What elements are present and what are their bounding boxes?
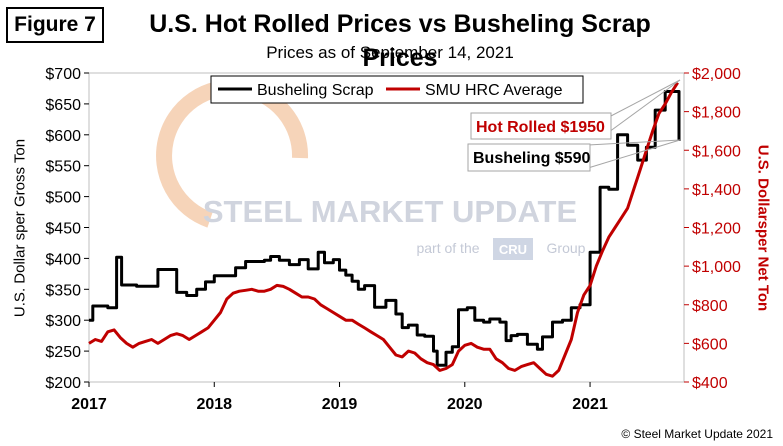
legend-label-busheling: Busheling Scrap <box>257 82 374 99</box>
chart-subtitle: Prices as of September 14, 2021 <box>266 43 514 62</box>
callout-box-hrc <box>470 112 612 140</box>
watermark: STEEL MARKET UPDATE part of the CRU Grou… <box>156 79 586 260</box>
annotations: Hot Rolled $1950 Busheling $590 <box>467 79 681 172</box>
series-line-smu-hrc-average <box>88 81 679 378</box>
left-tick-label: $550 <box>45 159 81 176</box>
left-tick-label: $600 <box>45 128 81 145</box>
legend-label-hrc: SMU HRC Average <box>425 82 563 99</box>
right-tick-label: $1,600 <box>692 143 741 160</box>
right-tick-label: $1,400 <box>692 182 741 199</box>
right-tick-label: $600 <box>692 336 728 353</box>
x-tick-label: 2021 <box>572 396 608 413</box>
callout-text-hrc: Hot Rolled $1950 <box>476 119 605 136</box>
left-tick-label: $500 <box>45 190 81 207</box>
right-tick-label: $1,200 <box>692 221 741 238</box>
right-tick-label: $400 <box>692 375 728 392</box>
callout-line-hrc-1 <box>608 79 681 118</box>
left-tick-label: $450 <box>45 221 81 238</box>
left-tick-label: $400 <box>45 251 81 268</box>
left-tick-label: $200 <box>45 375 81 392</box>
callout-line-bush-1 <box>587 139 681 146</box>
series-layer <box>88 81 681 378</box>
callout-line-bush-2 <box>587 139 681 169</box>
right-tick-label: $1,800 <box>692 105 741 122</box>
watermark-main: STEEL MARKET UPDATE <box>203 194 577 229</box>
callout-line-hrc-2 <box>608 79 681 133</box>
watermark-badge: CRU <box>499 242 527 257</box>
x-tick-label: 2019 <box>322 396 358 413</box>
right-tick-label: $2,000 <box>692 66 741 83</box>
left-tick-label: $350 <box>45 282 81 299</box>
watermark-swoosh <box>156 79 309 228</box>
left-tick-label: $250 <box>45 344 81 361</box>
copyright-footer: © Steel Market Update 2021 <box>621 427 773 441</box>
callout-box-busheling <box>467 143 591 172</box>
chart-title: U.S. Hot Rolled Prices vs Busheling Scra… <box>149 10 651 72</box>
left-tick-label: $700 <box>45 66 81 83</box>
watermark-badge-box <box>493 238 533 260</box>
x-tick-label: 2017 <box>71 396 107 413</box>
left-axis: $200 $250 $300 $350 $400 $450 $500 $550 $600 $650… <box>45 66 89 392</box>
callout-text-busheling: Busheling $590 <box>473 150 590 167</box>
left-tick-label: $300 <box>45 313 81 330</box>
x-axis: 2017 2018 2019 2020 2021 <box>71 382 608 413</box>
y-axis-label-right: U.S. Dollarsper Net Ton <box>754 144 772 312</box>
right-axis: $400 $600 $800 $1,000 $1,200 $1,400 $1,600 $1,8… <box>684 66 741 392</box>
legend: Busheling Scrap SMU HRC Average <box>210 75 584 104</box>
figure-badge: Figure 7 <box>6 7 104 43</box>
left-tick-label: $650 <box>45 97 81 114</box>
x-tick-label: 2018 <box>196 396 232 413</box>
right-tick-label: $1,000 <box>692 259 741 276</box>
right-tick-label: $800 <box>692 298 728 315</box>
x-tick-label: 2020 <box>447 396 483 413</box>
watermark-sub-right: Group <box>547 240 586 256</box>
y-axis-label-left: U.S. Dollar sper Gross Ton <box>11 138 29 318</box>
watermark-sub-left: part of the <box>416 240 479 256</box>
